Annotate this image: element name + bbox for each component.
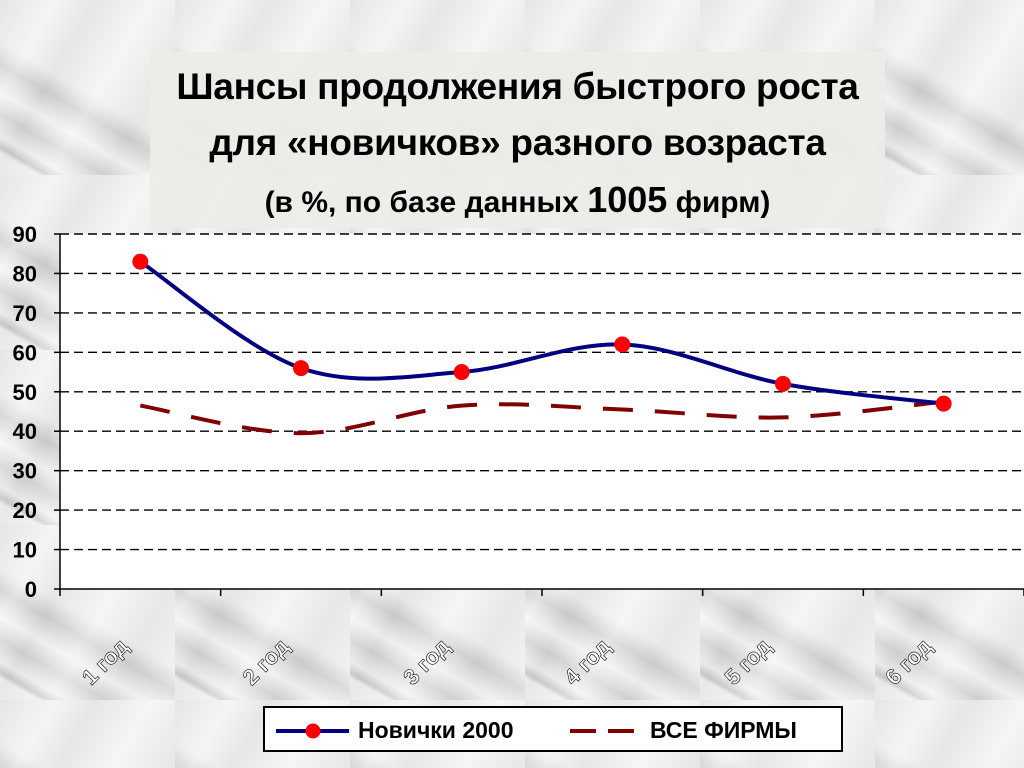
x-tick-label: 1 год (77, 634, 133, 690)
x-tick-label: 3 год (398, 634, 454, 690)
chart-title-line2: для «новичков» разного возраста (209, 122, 826, 163)
y-tick-label: 20 (13, 498, 37, 523)
chart-title-box: Шансы продолжения быстрого роста для «но… (150, 52, 885, 228)
y-tick-label: 70 (13, 301, 37, 326)
series-novichki-point (293, 360, 309, 377)
y-tick-label: 30 (13, 459, 37, 484)
series-novichki-point (935, 395, 952, 412)
y-tick-label: 50 (13, 380, 37, 405)
subtitle-suffix: фирм) (667, 186, 771, 219)
x-tick-label: 4 год (559, 634, 615, 690)
y-tick-label: 90 (13, 222, 37, 247)
x-tick-label: 5 год (720, 634, 776, 690)
chart-title-line1: Шансы продолжения быстрого роста (176, 66, 859, 107)
series-novichki-point (453, 364, 470, 381)
x-tick-label: 6 год (880, 634, 936, 690)
y-tick-label: 10 (13, 538, 37, 563)
series-novichki-point (775, 375, 791, 392)
legend-marker-novichki (305, 723, 321, 739)
y-tick-label: 60 (13, 340, 37, 365)
series-novichki-point (614, 336, 631, 353)
subtitle-number: 1005 (587, 179, 668, 220)
y-tick-label: 40 (13, 419, 37, 444)
y-tick-label: 0 (25, 577, 37, 602)
x-tick-label: 2 год (238, 634, 294, 690)
series-novichki-line (139, 259, 944, 406)
plot-area (60, 234, 1024, 589)
legend-swatches (276, 723, 640, 739)
y-tick-label: 80 (13, 261, 37, 286)
series-novichki-point (132, 253, 149, 270)
subtitle-prefix: (в %, по базе данных (264, 186, 588, 219)
chart-legend: Новички 2000 ВСЕ ФИРМЫ (263, 706, 843, 752)
legend-label-all-firms: ВСЕ ФИРМЫ (650, 717, 797, 743)
legend-label-novichki: Новички 2000 (358, 717, 514, 743)
chart-subtitle: (в %, по базе данных 1005 фирм) (150, 179, 885, 221)
